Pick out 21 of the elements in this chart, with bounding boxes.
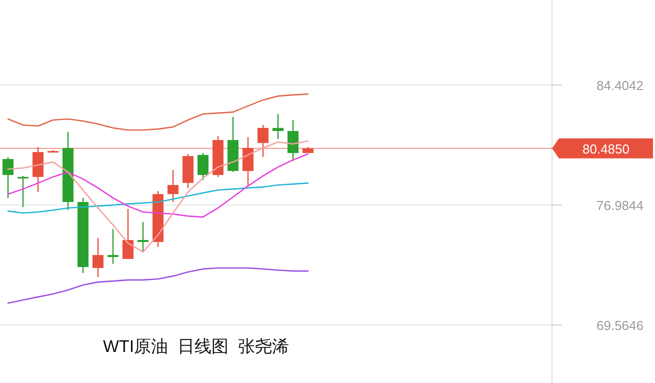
candlestick <box>242 136 254 187</box>
candlestick <box>198 152 208 181</box>
candlestick <box>168 169 178 203</box>
y-tick-label: 84.4042 <box>596 78 644 93</box>
line-series <box>7 182 309 214</box>
candlestick <box>122 208 134 260</box>
ref-line-label: 80.4850 <box>582 141 630 156</box>
candlestick <box>288 119 298 162</box>
candlestick <box>18 175 28 208</box>
y-tick-label: 76.9844 <box>596 198 644 213</box>
line-series <box>7 93 309 131</box>
candlestick <box>92 237 104 278</box>
candlestick <box>108 228 118 265</box>
candlestick <box>138 221 148 253</box>
candlestick <box>258 124 268 158</box>
candlestick <box>272 113 284 140</box>
text: WTI原油 日线图 张尧浠 <box>103 337 290 356</box>
y-tick-label: 69.5646 <box>596 318 644 333</box>
line-series <box>7 153 309 218</box>
candlestick <box>2 156 14 199</box>
line-series <box>7 267 309 304</box>
